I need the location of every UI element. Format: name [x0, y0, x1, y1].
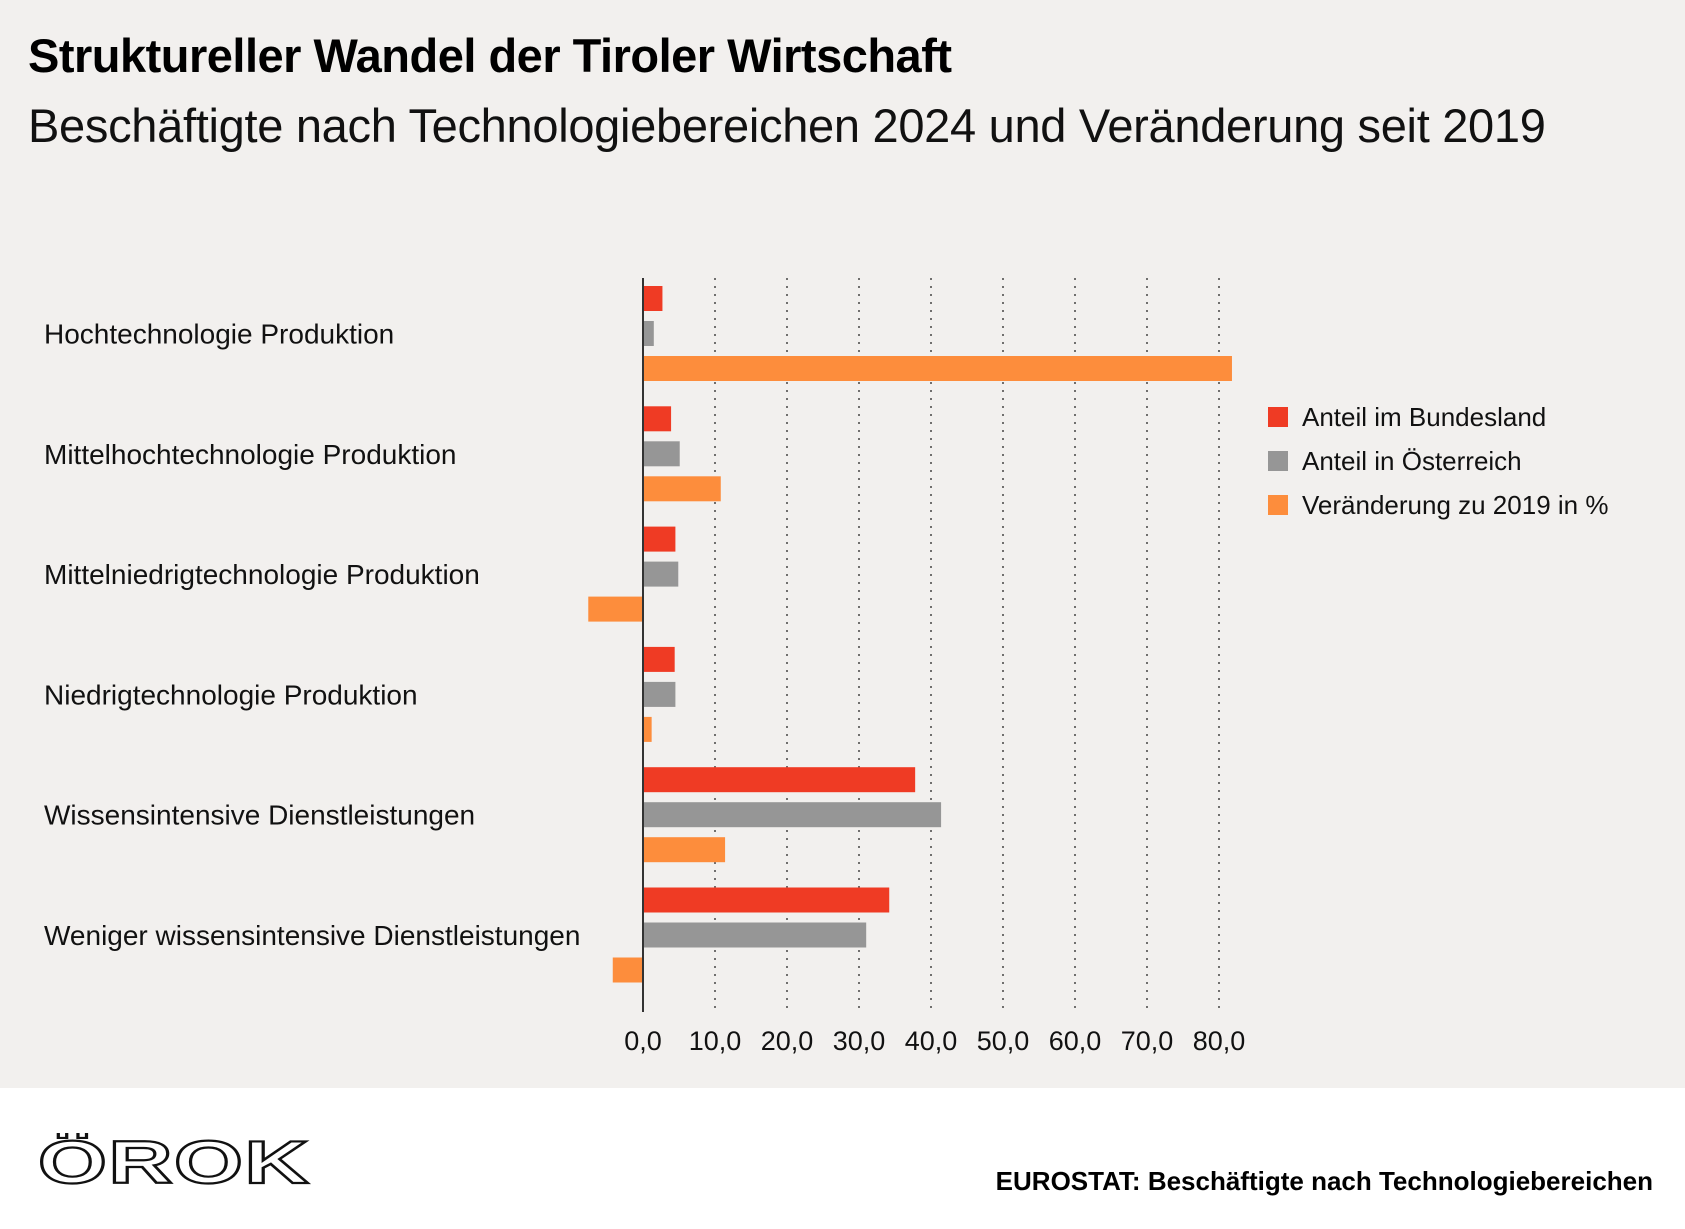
- category-label: Hochtechnologie Produktion: [44, 319, 394, 350]
- bar-oesterreich: [643, 922, 867, 948]
- chart-subtitle: Beschäftigte nach Technologiebereichen 2…: [28, 99, 1546, 152]
- bar-bundesland: [643, 406, 672, 432]
- legend: Anteil im Bundesland Anteil in Österreic…: [1268, 395, 1608, 527]
- legend-swatch: [1268, 495, 1288, 515]
- x-tick-label: 30,0: [833, 1026, 886, 1056]
- bar-oesterreich: [643, 321, 654, 346]
- bar-veraenderung: [588, 596, 643, 622]
- legend-swatch: [1268, 451, 1288, 471]
- category-label: Niedrigtechnologie Produktion: [44, 679, 418, 710]
- legend-item-oesterreich: Anteil in Österreich: [1268, 439, 1608, 483]
- bar-bundesland: [643, 767, 916, 793]
- bar-veraenderung: [643, 476, 721, 502]
- category-label: Mittelniedrigtechnologie Produktion: [44, 559, 480, 590]
- legend-label: Anteil im Bundesland: [1302, 401, 1547, 432]
- bar-bundesland: [643, 646, 675, 672]
- bar-oesterreich: [643, 802, 942, 828]
- x-tick-label: 20,0: [761, 1026, 814, 1056]
- x-tick-label: 70,0: [1121, 1026, 1174, 1056]
- x-tick-label: 0,0: [624, 1026, 662, 1056]
- oerok-logo: ÖROK: [37, 1133, 310, 1189]
- logo-text: ÖROK: [38, 1133, 310, 1189]
- legend-item-veraenderung: Veränderung zu 2019 in %: [1268, 483, 1608, 527]
- bar-veraenderung: [612, 957, 643, 983]
- legend-label: Veränderung zu 2019 in %: [1302, 489, 1609, 520]
- bar-veraenderung: [643, 356, 1232, 381]
- category-label: Wissensintensive Dienstleistungen: [44, 800, 475, 831]
- bar-bundesland: [643, 526, 676, 552]
- bar-oesterreich: [643, 561, 679, 587]
- category-label: Mittelhochtechnologie Produktion: [44, 439, 456, 470]
- chart-title: Struktureller Wandel der Tiroler Wirtsch…: [28, 29, 952, 82]
- bar-bundesland: [643, 887, 890, 913]
- x-tick-label: 50,0: [977, 1026, 1030, 1056]
- x-tick-label: 80,0: [1193, 1026, 1246, 1056]
- bar-chart: Hochtechnologie Produktion Mittelhochtech…: [44, 278, 1245, 1056]
- source-note: EUROSTAT: Beschäftigte nach Technologieb…: [995, 1166, 1653, 1196]
- legend-swatch: [1268, 407, 1288, 427]
- legend-item-bundesland: Anteil im Bundesland: [1268, 395, 1608, 439]
- category-label: Weniger wissensintensive Dienstleistunge…: [44, 920, 580, 951]
- bar-bundesland: [643, 286, 663, 311]
- bars: [588, 286, 1232, 983]
- bar-oesterreich: [643, 681, 676, 707]
- bar-veraenderung: [643, 837, 726, 863]
- bar-oesterreich: [643, 441, 680, 467]
- legend-label: Anteil in Österreich: [1302, 445, 1522, 476]
- bar-veraenderung: [643, 716, 652, 742]
- x-tick-label: 60,0: [1049, 1026, 1102, 1056]
- category-labels: Hochtechnologie Produktion Mittelhochtech…: [44, 319, 580, 952]
- tick-labels: 0,0 10,0 20,0 30,0 40,0 50,0 60,0 70,0 80,0: [624, 1026, 1245, 1056]
- x-tick-label: 40,0: [905, 1026, 958, 1056]
- x-tick-label: 10,0: [689, 1026, 742, 1056]
